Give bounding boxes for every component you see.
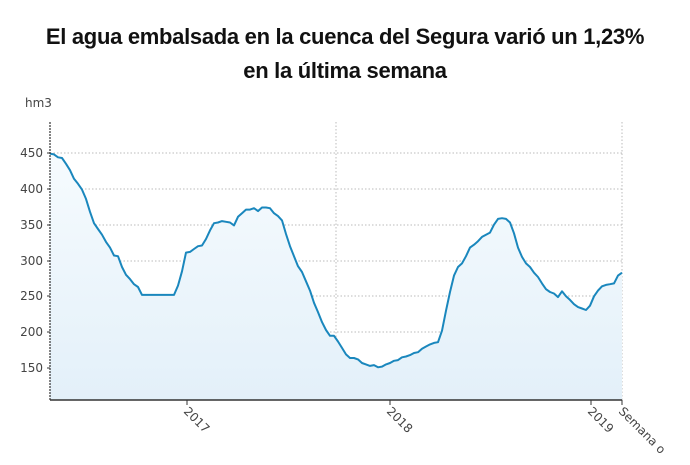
data-line (49, 152, 623, 369)
y-tick-label-250: 250 (20, 289, 43, 303)
y-axis-unit-label: hm3 (25, 96, 52, 110)
y-tick-label-400: 400 (20, 182, 43, 196)
chart-title: El agua embalsada en la cuenca del Segur… (0, 20, 690, 88)
y-tick-label-150: 150 (20, 361, 43, 375)
chart-title-line-1: El agua embalsada en la cuenca del Segur… (45, 24, 645, 49)
y-tick-label-200: 200 (20, 325, 43, 339)
x-tick-marks (186, 400, 623, 405)
x-tick-label-2017: 2017 (181, 404, 212, 435)
x-tick-label-2019: 2019 (585, 404, 616, 435)
x-tick-label-semana: Semana o (616, 404, 668, 456)
y-tick-label-350: 350 (20, 218, 43, 232)
y-tick-marks (47, 152, 50, 369)
y-tick-label-300: 300 (20, 254, 43, 268)
y-tick-label-450: 450 (20, 146, 43, 160)
chart-title-line-2: en la última semana (243, 58, 447, 83)
data-area-fill (50, 153, 622, 400)
x-tick-label-2018: 2018 (384, 404, 415, 435)
